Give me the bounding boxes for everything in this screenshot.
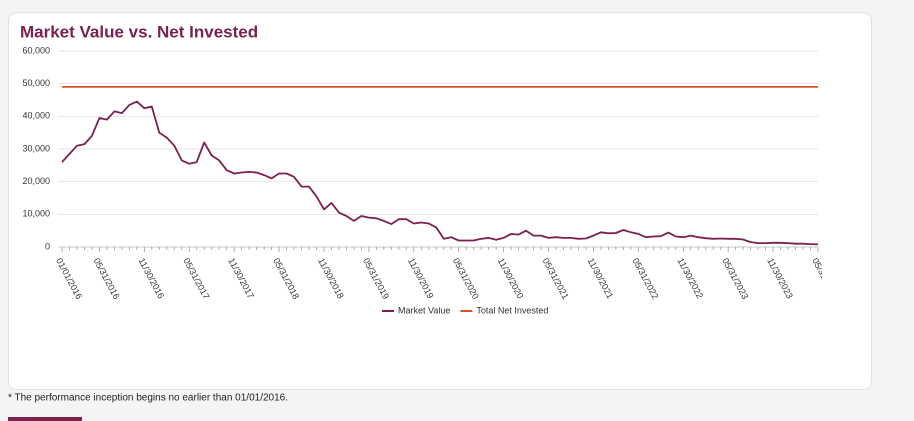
y-tick-label: 20,000: [22, 176, 50, 186]
y-tick-label: 0: [45, 241, 50, 251]
legend: Market Value Total Net Invested: [382, 305, 548, 315]
legend-label: Market Value: [398, 305, 450, 315]
card: [8, 12, 872, 390]
legend-item[interactable]: Market Value: [382, 305, 450, 315]
y-tick-label: 30,000: [22, 143, 50, 153]
y-tick-label: 60,000: [22, 45, 50, 55]
y-tick-label: 40,000: [22, 111, 50, 121]
footnote: * The performance inception begins no ea…: [8, 393, 288, 404]
legend-label: Total Net Invested: [476, 305, 548, 315]
accent-bar: [8, 417, 82, 421]
chart-title: Market Value vs. Net Invested: [20, 22, 258, 41]
legend-item[interactable]: Total Net Invested: [460, 305, 548, 315]
series-line: [61, 100, 819, 246]
y-tick-label: 10,000: [22, 209, 50, 219]
y-tick-label: 50,000: [22, 78, 50, 88]
